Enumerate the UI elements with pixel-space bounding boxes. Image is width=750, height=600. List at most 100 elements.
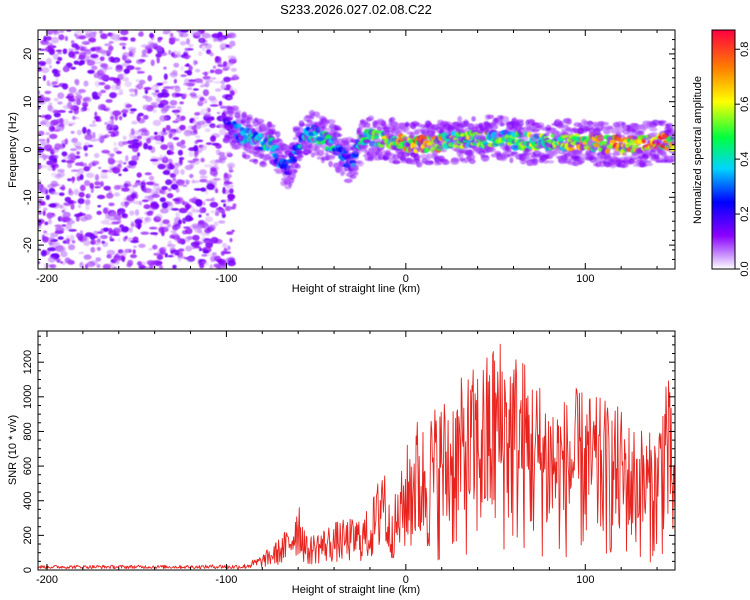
spectrogram-noise-cell	[189, 173, 194, 179]
spectrogram-noise-cell	[159, 115, 168, 122]
spectrogram-noise-cell	[40, 67, 50, 74]
spectrogram-noise-cell	[199, 207, 204, 214]
spectrogram-halo-cell	[441, 159, 450, 165]
spectrogram-noise-cell	[202, 89, 209, 97]
spectrogram-noise-cell	[164, 252, 168, 258]
spectrogram-halo-cell	[362, 143, 369, 149]
spectrogram-ridge-cell	[450, 130, 456, 137]
spectrogram-noise-cell	[214, 68, 223, 75]
spectrogram-noise-cell	[190, 241, 200, 247]
spectrogram-noise-cell	[94, 61, 103, 65]
spectrogram-noise-cell	[184, 47, 189, 52]
spectrogram-noise-cell	[175, 188, 180, 193]
spectrogram-halo-cell	[622, 152, 628, 157]
snr-y-tick-label: 800	[22, 422, 34, 440]
spectrogram-noise-cell	[160, 91, 170, 98]
spectrogram-noise-cell	[200, 144, 207, 151]
spectrogram-noise-cell	[101, 149, 110, 154]
spectrogram-noise-cell	[75, 94, 83, 101]
spectrogram-y-label: Frequency (Hz)	[7, 112, 19, 188]
spectrogram-noise-cell	[134, 88, 138, 95]
spectrogram-halo-cell	[440, 149, 447, 153]
spectrogram-noise-cell	[171, 208, 180, 211]
spectrogram-noise-cell	[103, 185, 111, 191]
spectrogram-noise-cell	[139, 79, 146, 85]
spectrogram-noise-cell	[129, 108, 137, 112]
spectrogram-noise-cell	[67, 121, 75, 126]
spectrogram-noise-cell	[118, 173, 122, 177]
spectrogram-noise-cell	[191, 180, 200, 184]
spectrogram-noise-cell	[124, 167, 128, 172]
spectrogram-noise-cell	[104, 122, 108, 125]
spectrogram-halo-cell	[561, 131, 570, 136]
spectrogram-noise-cell	[124, 201, 130, 206]
spectrogram-noise-cell	[45, 132, 50, 136]
spectrogram-noise-cell	[227, 245, 231, 251]
spectrogram-noise-cell	[58, 117, 64, 125]
spectrogram-x-label: Height of straight line (km)	[292, 283, 420, 295]
spectrogram-noise-cell	[112, 257, 121, 263]
spectrogram-noise-cell	[129, 49, 137, 54]
spectrogram-noise-cell	[184, 70, 189, 74]
spectrogram-noise-cell	[57, 236, 64, 240]
spectrogram-noise-cell	[220, 250, 225, 256]
spectrogram-noise-cell	[55, 165, 59, 169]
spectrogram-noise-cell	[50, 232, 59, 238]
spectrogram-noise-cell	[135, 85, 140, 88]
spectrogram-noise-cell	[75, 172, 81, 177]
spectrogram-noise-cell	[189, 161, 195, 169]
snr-marks	[38, 343, 675, 570]
spectrogram-noise-cell	[119, 42, 127, 46]
spectrogram-noise-cell	[188, 65, 193, 71]
spectrogram-noise-cell	[148, 175, 155, 181]
spectrogram-halo-cell	[601, 126, 606, 130]
spectrogram-halo-cell	[292, 136, 298, 141]
spectrogram-noise-cell	[44, 46, 53, 53]
spectrogram-noise-cell	[48, 236, 55, 241]
spectrogram-noise-cell	[101, 74, 109, 81]
spectrogram-noise-cell	[145, 181, 155, 186]
spectrogram-halo-cell	[337, 133, 343, 137]
spectrogram-noise-cell	[170, 249, 180, 253]
spectrogram-noise-cell	[44, 90, 52, 94]
spectrogram-halo-cell	[356, 160, 364, 167]
spectrogram-halo-cell	[542, 159, 549, 164]
colorbar-tick-label: 0.4	[739, 151, 750, 166]
spectrogram-noise-cell	[129, 210, 135, 216]
spectrogram-noise-cell	[200, 157, 205, 163]
spectrogram-noise-cell	[89, 182, 94, 189]
spectrogram-noise-cell	[225, 151, 232, 155]
spectrogram-noise-cell	[153, 93, 158, 98]
spectrogram-noise-cell	[135, 67, 140, 70]
spectrogram-noise-cell	[44, 114, 52, 120]
spectrogram-halo-cell	[245, 125, 254, 128]
spectrogram-noise-cell	[107, 119, 112, 126]
spectrogram-noise-cell	[103, 227, 110, 232]
spectrogram-noise-cell	[227, 55, 236, 59]
spectrogram-noise-cell	[162, 89, 169, 93]
spectrogram-noise-cell	[102, 66, 108, 70]
spectrogram-noise-cell	[205, 142, 213, 146]
spectrogram-halo-cell	[246, 116, 253, 121]
spectrogram-noise-cell	[186, 256, 195, 263]
spectrogram-halo-cell	[241, 119, 246, 126]
spectrogram-noise-cell	[117, 211, 123, 215]
spectrogram-noise-cell	[135, 79, 141, 83]
spectrogram-noise-cell	[209, 52, 214, 57]
spectrogram-noise-cell	[106, 222, 114, 226]
spectrogram-halo-cell	[253, 158, 259, 165]
spectrogram-halo-cell	[297, 126, 304, 134]
spectrogram-noise-cell	[214, 211, 220, 216]
spectrogram-noise-cell	[152, 160, 161, 166]
spectrogram-halo-cell	[611, 152, 621, 156]
spectrogram-noise-cell	[76, 129, 82, 136]
spectrogram-noise-cell	[45, 194, 50, 200]
spectrogram-halo-cell	[245, 120, 251, 126]
spectrogram-noise-cell	[106, 254, 114, 259]
spectrogram-noise-cell	[166, 193, 174, 199]
spectrogram-noise-cell	[87, 133, 92, 137]
spectrogram-noise-cell	[194, 122, 202, 130]
spectrogram-noise-cell	[228, 32, 237, 39]
spectrogram-noise-cell	[46, 160, 55, 166]
spectrogram-noise-cell	[136, 172, 142, 178]
